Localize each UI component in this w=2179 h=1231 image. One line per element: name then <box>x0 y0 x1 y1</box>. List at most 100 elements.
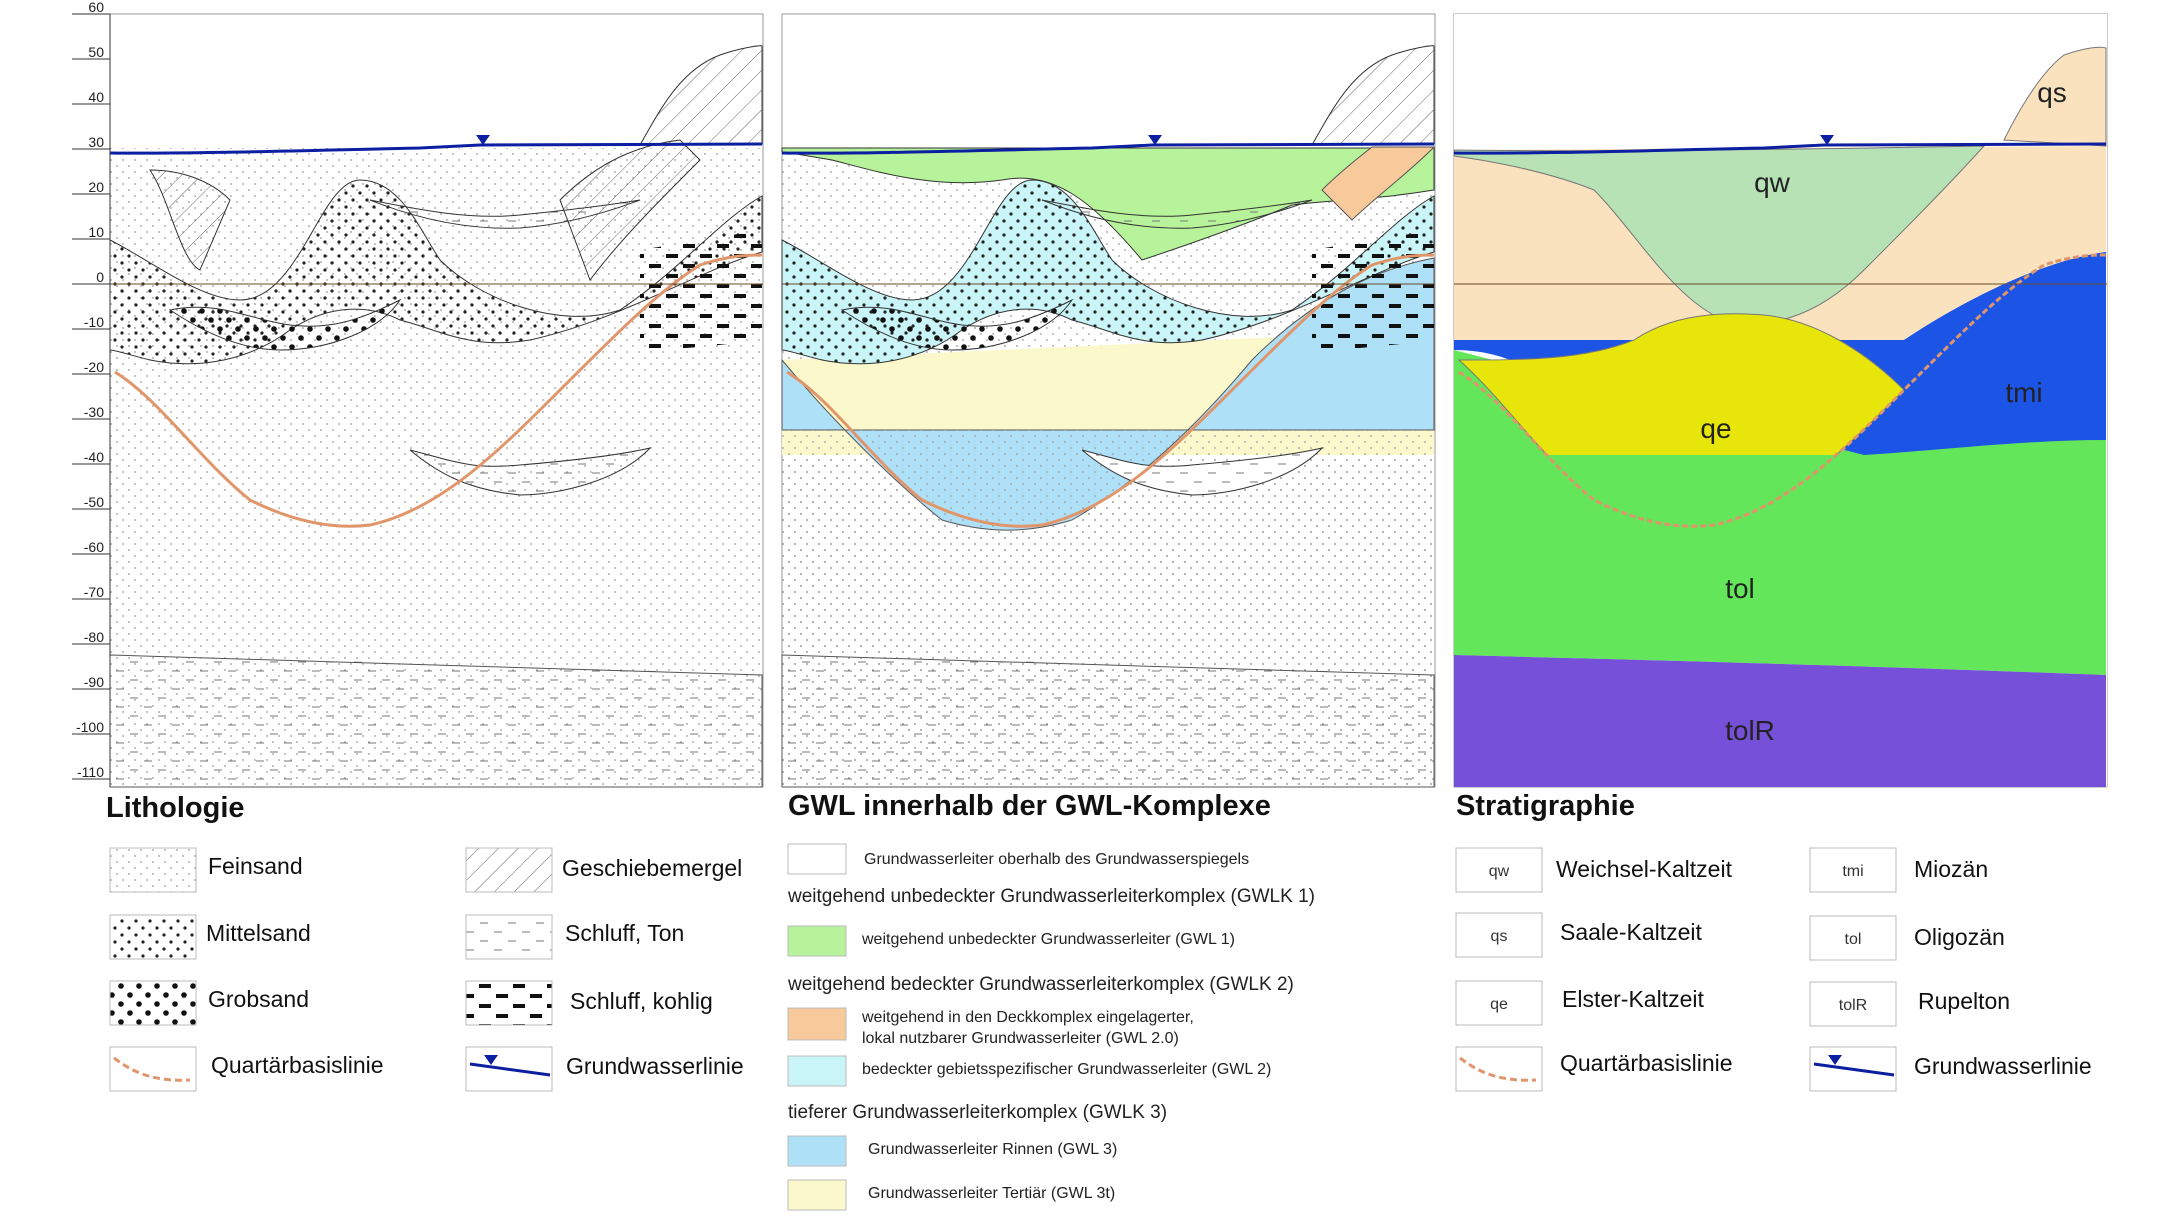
legend-label-weichsel: Weichsel-Kaltzeit <box>1556 856 1732 882</box>
panel-2 <box>781 13 1436 788</box>
strat-label-qe: qe <box>1700 413 1731 444</box>
swatch-base-line <box>113 1056 191 1082</box>
legend-label-quartaerbasislinie-strat: Quartärbasislinie <box>1560 1050 1733 1076</box>
strat-label-tolR: tolR <box>1725 715 1775 746</box>
legend-label-feinsand: Feinsand <box>208 853 303 879</box>
strat-water-line <box>1453 142 2107 155</box>
code-tmi: tmi <box>1842 863 1863 880</box>
gwl-quartaerbasis <box>786 253 1435 528</box>
swatch-quartaerbasislinie <box>109 1046 197 1092</box>
strat-label-qs: qs <box>2037 77 2067 108</box>
swatch-geschiebemergel <box>465 847 553 893</box>
legend-gwl-top-item: Grundwasserleiter oberhalb des Grundwass… <box>864 851 1250 868</box>
axis-tick-label: -110 <box>77 764 104 780</box>
gwl2-dots <box>782 180 1434 364</box>
swatch-strat-base <box>1455 1046 1543 1092</box>
swatch-feinsand <box>109 847 197 893</box>
axis-tick-label: 50 <box>88 44 104 60</box>
swatch-code-qs <box>1455 912 1543 958</box>
swatch-gwl1 <box>787 925 847 957</box>
geschiebemergel-slope <box>559 139 701 282</box>
swatch-code-qe <box>1455 980 1543 1026</box>
swatch-code-tol <box>1809 915 1897 961</box>
legend-label-grobsand: Grobsand <box>208 986 310 1012</box>
gwl-schluff-lens <box>1041 199 1313 229</box>
legend-label-rupelton: Rupelton <box>1918 988 2011 1014</box>
swatch-code-qw <box>1455 847 1543 893</box>
legend-gwl-item-1: weitgehend unbedeckter Grundwasserleiter… <box>862 931 1235 948</box>
axis-tick-label: -30 <box>84 404 104 420</box>
swatch-grundwasserlinie <box>465 1046 553 1092</box>
strat-tol-layer <box>1454 455 2106 675</box>
legend-gwl-item-3: bedeckter gebietsspezifischer Grundwasse… <box>862 1061 1272 1078</box>
axis-tick-label: -100 <box>76 719 104 735</box>
legend-label-grundwasserlinie-strat: Grundwasserlinie <box>1914 1053 2092 1079</box>
gwl20-layer <box>1321 146 1436 221</box>
legend-label-quartaerbasislinie: Quartärbasislinie <box>211 1052 384 1078</box>
panel-3: qs qw tmi qe tol tolR <box>1453 13 2108 788</box>
gwl1-layer <box>781 147 1435 261</box>
gwl-kohlig-layer <box>1312 230 1434 350</box>
legend-label-schluff-kohlig: Schluff, kohlig <box>570 988 713 1014</box>
gwl-geschiebe-hill <box>1311 45 1435 146</box>
swatch-strat-water-marker <box>1828 1055 1842 1065</box>
legend-label-saale: Saale-Kaltzeit <box>1560 919 1702 945</box>
gwl-grobsand-lens <box>840 298 1074 351</box>
axis-tick-label: -20 <box>84 359 104 375</box>
quartaerbasis-line <box>114 253 763 528</box>
gwl-water-marker <box>1148 135 1162 145</box>
legend-gwl-item-2b: lokal nutzbarer Grundwasserleiter (GWL 2… <box>862 1030 1179 1047</box>
code-qe: qe <box>1490 996 1508 1013</box>
strat-water-marker <box>1820 135 1834 145</box>
swatch-code-tolR <box>1809 981 1897 1027</box>
strat-label-qw: qw <box>1754 167 1791 198</box>
strat-label-tol: tol <box>1725 573 1755 604</box>
panel-1 <box>109 13 764 788</box>
swatch-schluff-kohlig <box>465 980 553 1026</box>
axis-tick-label: -70 <box>84 584 104 600</box>
axis-tick-label: -80 <box>84 629 104 645</box>
legend-gwl-head-3: tieferer Grundwasserleiterkomplex (GWLK … <box>788 1102 1168 1123</box>
axis-tick-label: 10 <box>88 224 104 240</box>
legend-label-mittelsand: Mittelsand <box>206 920 311 946</box>
swatch-strat-water-line <box>1813 1062 1895 1077</box>
legend-label-elster: Elster-Kaltzeit <box>1562 986 1704 1012</box>
axis-tick-label: -40 <box>84 449 104 465</box>
schluff-deep-layer <box>109 654 763 788</box>
legend-gwl-item-2a: weitgehend in den Deckkomplex eingelager… <box>862 1009 1194 1026</box>
schluff-lens-lower <box>409 447 652 496</box>
code-tol: tol <box>1845 931 1862 948</box>
legend-label-grundwasserlinie: Grundwasserlinie <box>566 1053 744 1079</box>
axis-tick-label: -60 <box>84 539 104 555</box>
swatch-schluff-ton <box>465 914 553 960</box>
swatch-gwl3t <box>787 1179 847 1211</box>
axis-tick-label: 60 <box>88 0 104 15</box>
axis-tick-label: 40 <box>88 89 104 105</box>
legend-label-schluff-ton: Schluff, Ton <box>565 920 685 946</box>
axis-tick-label: 0 <box>96 269 104 285</box>
schluff-kohlig-layer <box>640 230 762 350</box>
swatch-code-tmi <box>1809 847 1897 893</box>
axis-tick-label: -90 <box>84 674 104 690</box>
legend-label-oligozaen: Oligozän <box>1914 924 2005 950</box>
legend-title-gwl: GWL innerhalb der GWL-Komplexe <box>788 790 1271 822</box>
gwl-deep-schluff <box>781 654 1435 788</box>
axis-tick-label: 30 <box>88 134 104 150</box>
grobsand-lens <box>168 298 402 351</box>
swatch-mittelsand <box>109 914 197 960</box>
strat-qs-hill <box>2003 46 2107 147</box>
legend-label-geschiebemergel: Geschiebemergel <box>562 855 743 881</box>
legend-label-miozaen: Miozän <box>1914 856 1989 882</box>
swatch-gwl-above <box>787 843 847 875</box>
axis-tick-label: -50 <box>84 494 104 510</box>
swatch-water-marker <box>484 1055 498 1065</box>
gwl-schluff-lens-lower-pattern <box>1082 448 1322 495</box>
grundwasser-line <box>109 142 763 155</box>
swatch-water-line <box>469 1062 551 1077</box>
geschiebemergel-hill <box>639 45 763 146</box>
code-qs: qs <box>1491 928 1508 945</box>
legend-gwl-head-1: weitgehend unbedeckter Grundwasserleiter… <box>788 886 1315 907</box>
legend-gwl-item-4: Grundwasserleiter Rinnen (GWL 3) <box>868 1141 1118 1158</box>
gwl-water-line <box>781 142 1435 155</box>
